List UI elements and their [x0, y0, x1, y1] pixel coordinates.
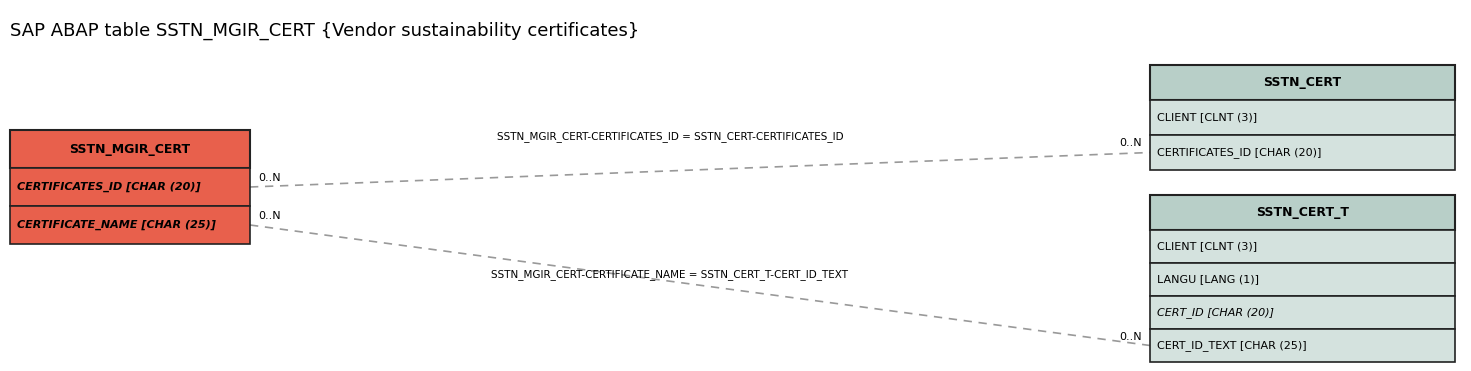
- Text: SSTN_MGIR_CERT-CERTIFICATES_ID = SSTN_CERT-CERTIFICATES_ID: SSTN_MGIR_CERT-CERTIFICATES_ID = SSTN_CE…: [497, 132, 843, 142]
- Text: 0..N: 0..N: [1119, 332, 1141, 341]
- Text: 0..N: 0..N: [1119, 138, 1141, 148]
- Text: LANGU [LANG (1)]: LANGU [LANG (1)]: [1158, 275, 1259, 285]
- Bar: [1150, 65, 1455, 100]
- Text: SAP ABAP table SSTN_MGIR_CERT {Vendor sustainability certificates}: SAP ABAP table SSTN_MGIR_CERT {Vendor su…: [10, 22, 640, 40]
- Text: 0..N: 0..N: [257, 211, 281, 221]
- Bar: [1150, 135, 1455, 170]
- Bar: [1150, 195, 1455, 230]
- Text: CERTIFICATES_ID [CHAR (20)]: CERTIFICATES_ID [CHAR (20)]: [18, 182, 200, 192]
- Text: SSTN_MGIR_CERT-CERTIFICATE_NAME = SSTN_CERT_T-CERT_ID_TEXT: SSTN_MGIR_CERT-CERTIFICATE_NAME = SSTN_C…: [491, 269, 849, 280]
- Bar: [1150, 329, 1455, 362]
- Text: CERTIFICATES_ID [CHAR (20)]: CERTIFICATES_ID [CHAR (20)]: [1158, 147, 1321, 158]
- Text: CLIENT [CLNT (3)]: CLIENT [CLNT (3)]: [1158, 112, 1258, 122]
- Text: CERT_ID [CHAR (20)]: CERT_ID [CHAR (20)]: [1158, 307, 1274, 318]
- Text: CERT_ID_TEXT [CHAR (25)]: CERT_ID_TEXT [CHAR (25)]: [1158, 340, 1306, 351]
- Bar: [1150, 296, 1455, 329]
- Text: CERTIFICATE_NAME [CHAR (25)]: CERTIFICATE_NAME [CHAR (25)]: [18, 220, 216, 230]
- Text: CLIENT [CLNT (3)]: CLIENT [CLNT (3)]: [1158, 242, 1258, 252]
- Text: SSTN_MGIR_CERT: SSTN_MGIR_CERT: [69, 142, 191, 155]
- Bar: [10, 206, 250, 244]
- Bar: [10, 130, 250, 168]
- Text: SSTN_CERT: SSTN_CERT: [1264, 76, 1342, 89]
- Bar: [1150, 100, 1455, 135]
- Bar: [1150, 230, 1455, 263]
- Bar: [10, 168, 250, 206]
- Bar: [1150, 263, 1455, 296]
- Text: 0..N: 0..N: [257, 173, 281, 183]
- Text: SSTN_CERT_T: SSTN_CERT_T: [1256, 206, 1349, 219]
